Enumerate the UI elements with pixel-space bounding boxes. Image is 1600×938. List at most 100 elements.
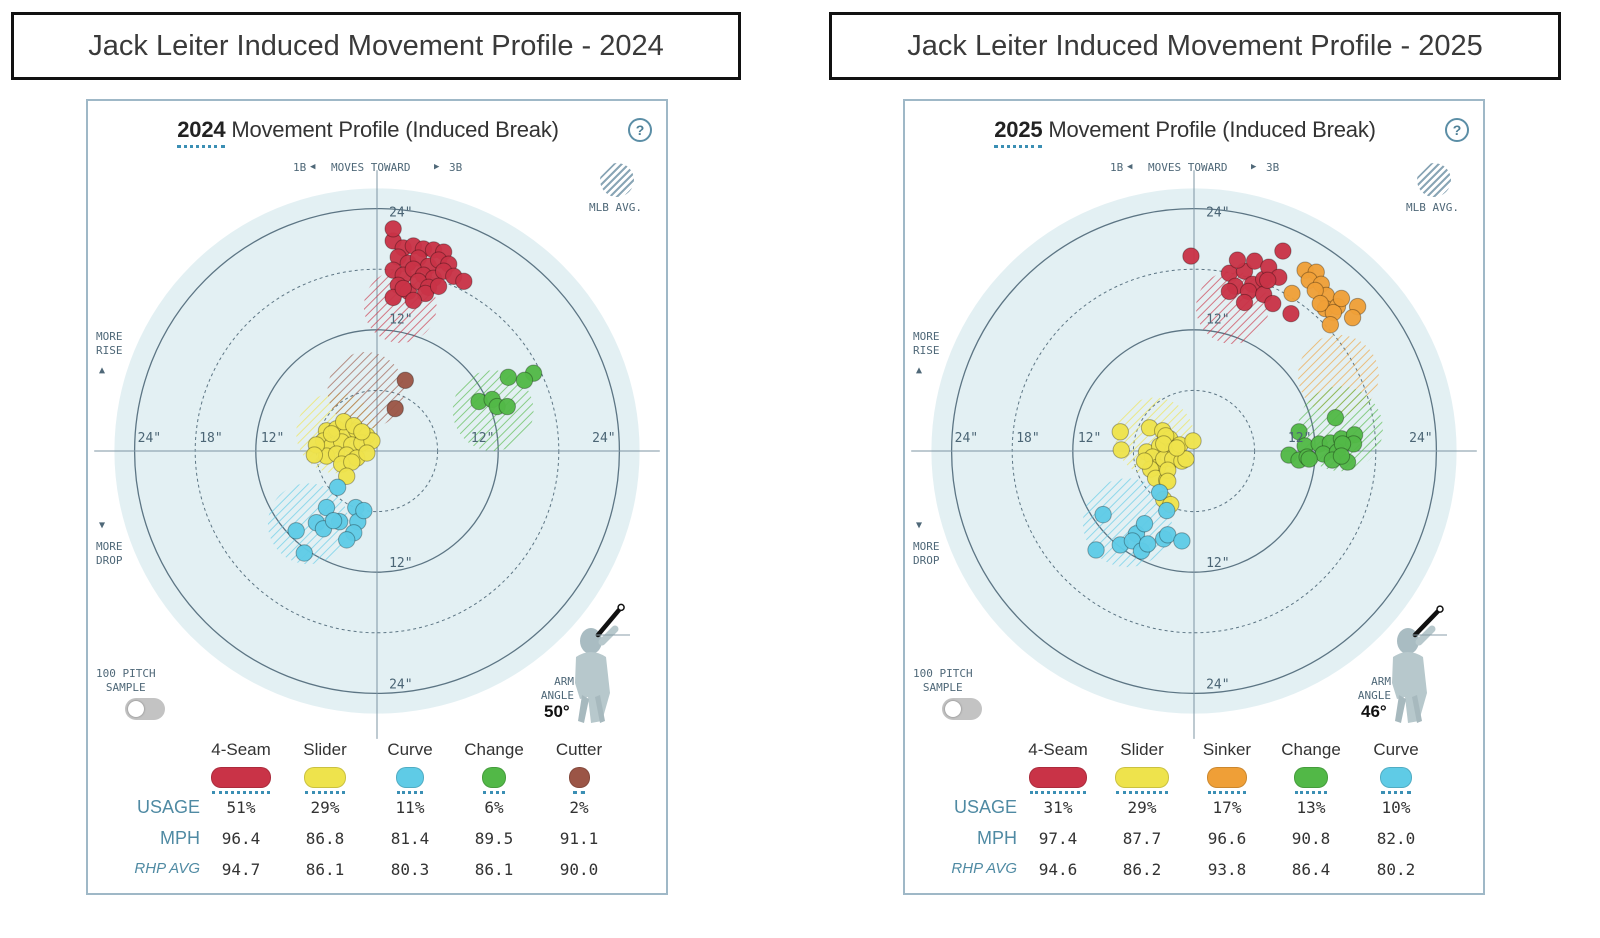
rhp-avg-change: 86.1	[474, 860, 514, 879]
usage-curve: 11%	[395, 798, 425, 817]
sample-label: 100 PITCH SAMPLE	[96, 667, 156, 694]
legend-4-seam[interactable]: 4-Seam	[199, 737, 283, 794]
point-slider	[358, 444, 376, 462]
usage-change: 13%	[1296, 798, 1326, 817]
direction-left-arrow-icon: ◀	[310, 162, 316, 172]
panel-title-text: Movement Profile (Induced Break)	[1048, 117, 1376, 142]
usage-change: 6%	[484, 798, 504, 817]
legend-cutter[interactable]: Cutter	[537, 737, 621, 794]
pitch-color-pill	[568, 767, 590, 788]
usage-4-seam: 31%	[1043, 798, 1073, 817]
more-rise-label: MORE RISE	[96, 330, 123, 357]
movement-panel-2025: 24" 12" 12" 24" 24" 18" 12" 12" 24" 2025 Movemen…	[903, 99, 1485, 895]
rhp-avg-row-label: RHP AVG	[951, 860, 1017, 877]
usage-slider: 29%	[310, 798, 340, 817]
mph-sinker: 96.6	[1207, 829, 1247, 848]
legend-curve[interactable]: Curve	[1354, 737, 1438, 794]
legend-curve[interactable]: Curve	[368, 737, 452, 794]
point-four_seam	[1259, 271, 1277, 290]
point-slider	[322, 425, 341, 443]
arm-angle-line	[595, 605, 624, 638]
sample-toggle[interactable]	[125, 698, 165, 720]
pitch-color-pill	[211, 767, 271, 788]
direction-1b: 1B	[1110, 161, 1124, 174]
point-curve	[1159, 526, 1177, 544]
ring-label-bottom12: 12"	[1206, 556, 1229, 571]
mph-change: 90.8	[1291, 829, 1331, 848]
help-icon[interactable]: ?	[1445, 118, 1469, 142]
point-curve	[355, 501, 373, 520]
pitch-name: Slider	[1120, 740, 1164, 759]
rise-arrow-icon: ▲	[99, 365, 106, 376]
legend-sinker[interactable]: Sinker	[1185, 737, 1269, 794]
sample-toggle[interactable]	[942, 698, 982, 720]
point-four_seam	[404, 291, 423, 310]
arm-angle-line	[1412, 606, 1443, 638]
point-slider	[1112, 441, 1130, 459]
point-slider	[1177, 450, 1195, 468]
usage-dots	[397, 791, 423, 794]
point-four_seam	[455, 272, 473, 291]
pitch-name: Change	[1281, 740, 1341, 759]
pitch-legend: USAGE MPH RHP AVG 4-Seam 31% 97.4 94.6 S…	[905, 737, 1487, 897]
sample-label: 100 PITCH SAMPLE	[913, 667, 973, 694]
point-four_seam	[1274, 242, 1292, 260]
direction-moves-toward: MOVES TOWARD	[331, 161, 411, 174]
mlb-avg-cutter	[327, 352, 405, 429]
point-sinker	[1343, 308, 1362, 327]
usage-dots	[305, 791, 345, 794]
mph-slider: 87.7	[1122, 829, 1162, 848]
usage-cutter: 2%	[569, 798, 589, 817]
point-curve	[287, 522, 305, 540]
toggle-knob	[945, 701, 961, 717]
arm-angle-label: ARM ANGLE	[1357, 675, 1391, 702]
legend-change[interactable]: Change	[452, 737, 536, 794]
legend-4-seam[interactable]: 4-Seam	[1016, 737, 1100, 794]
drop-arrow-icon: ▼	[99, 520, 106, 531]
rhp-avg-curve: 80.3	[390, 860, 430, 879]
ring-label-top12: 12"	[389, 313, 412, 328]
ring-label-left12: 12"	[1078, 431, 1101, 446]
ring-label-right24: 24"	[592, 431, 615, 446]
arm-angle-value: 46°	[1361, 702, 1387, 721]
mlb-avg-label: MLB AVG.	[589, 201, 642, 214]
mph-curve: 82.0	[1376, 829, 1416, 848]
help-icon[interactable]: ?	[628, 118, 652, 142]
point-sinker	[1283, 284, 1301, 303]
legend-slider[interactable]: Slider	[1100, 737, 1184, 794]
direction-moves-toward: MOVES TOWARD	[1148, 161, 1228, 174]
panel-title: 2024 Movement Profile (Induced Break)	[88, 117, 648, 148]
arm-angle-value: 50°	[544, 702, 570, 721]
point-cutter	[396, 371, 414, 389]
pitch-color-pill	[1029, 767, 1087, 788]
more-drop-label: MORE DROP	[913, 540, 940, 567]
pitch-color-pill	[1115, 767, 1169, 788]
rhp-avg-cutter: 90.0	[559, 860, 599, 879]
legend-slider[interactable]: Slider	[283, 737, 367, 794]
panel-year: 2024	[177, 117, 226, 148]
point-slider	[353, 423, 371, 441]
pitch-name: Curve	[1373, 740, 1419, 759]
point-four_seam	[429, 277, 448, 296]
arm-angle-label: ARM ANGLE	[540, 675, 574, 702]
direction-right-arrow-icon: ▶	[1251, 162, 1257, 172]
point-four_seam	[394, 279, 412, 298]
pitch-name: Cutter	[555, 740, 603, 759]
pitcher-silhouette-icon	[1392, 605, 1447, 723]
point-four_seam	[1182, 247, 1200, 265]
point-slider	[1184, 432, 1202, 450]
usage-dots	[1295, 791, 1327, 794]
point-curve	[1135, 515, 1154, 533]
rhp-avg-4-seam: 94.7	[221, 860, 261, 879]
usage-dots	[1116, 791, 1168, 794]
mph-4-seam: 97.4	[1038, 829, 1078, 848]
pitch-color-pill	[396, 767, 424, 788]
usage-dots	[1208, 791, 1246, 794]
more-rise-label: MORE RISE	[913, 330, 940, 357]
point-four_seam	[1228, 251, 1247, 269]
legend-change[interactable]: Change	[1269, 737, 1353, 794]
point-curve	[317, 498, 336, 517]
usage-row-label: USAGE	[136, 797, 200, 817]
movement-chart-2024: 24" 12" 12" 24" 24" 18" 12" 12" 24"	[94, 170, 660, 739]
ring-label-bottom12: 12"	[389, 556, 412, 571]
